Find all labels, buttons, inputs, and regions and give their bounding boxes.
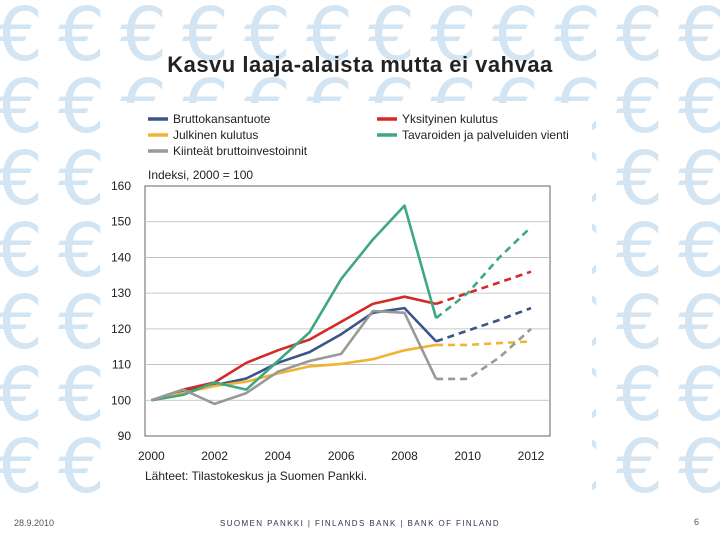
euro-icon: € bbox=[0, 208, 44, 294]
euro-icon: € bbox=[368, 0, 416, 78]
page-number: 6 bbox=[694, 517, 700, 527]
y-tick-label: 160 bbox=[111, 179, 131, 193]
series-line-forecast bbox=[435, 270, 532, 306]
euro-icon: € bbox=[678, 64, 720, 150]
chart-panel: 90 100 110 120 130 140 150 160 2000 2002 2004 2006 2… bbox=[102, 103, 592, 495]
euro-icon: € bbox=[58, 208, 106, 294]
euro-icon: € bbox=[678, 136, 720, 222]
y-axis-label: Indeksi, 2000 = 100 bbox=[148, 168, 253, 182]
euro-icon: € bbox=[616, 352, 664, 438]
euro-icon: € bbox=[678, 208, 720, 294]
euro-icon: € bbox=[616, 280, 664, 366]
euro-icon: € bbox=[0, 136, 44, 222]
euro-icon: € bbox=[120, 0, 168, 78]
euro-icon: € bbox=[616, 208, 664, 294]
series-line-actual bbox=[151, 204, 438, 402]
euro-icon: € bbox=[58, 280, 106, 366]
x-tick-label: 2010 bbox=[454, 449, 481, 463]
x-tick-label: 2008 bbox=[391, 449, 418, 463]
euro-icon: € bbox=[0, 424, 44, 500]
euro-icon: € bbox=[492, 0, 540, 78]
y-tick-label: 100 bbox=[111, 393, 131, 407]
y-tick-label: 90 bbox=[118, 429, 132, 443]
euro-icon: € bbox=[0, 64, 44, 150]
legend-label: Yksityinen kulutus bbox=[402, 112, 498, 126]
x-tick-label: 2002 bbox=[201, 449, 228, 463]
euro-icon: € bbox=[58, 136, 106, 222]
plot-area bbox=[144, 185, 551, 437]
euro-icon: € bbox=[182, 0, 230, 78]
euro-icon: € bbox=[58, 64, 106, 150]
series-line-actual bbox=[150, 309, 438, 406]
series-line-forecast bbox=[436, 340, 532, 347]
euro-icon: € bbox=[244, 0, 292, 78]
source-note: Lähteet: Tilastokeskus ja Suomen Pankki. bbox=[145, 469, 367, 483]
y-tick-label: 110 bbox=[112, 358, 131, 372]
euro-icon: € bbox=[616, 424, 664, 500]
euro-icon: € bbox=[678, 352, 720, 438]
slide-title: Kasvu laaja-alaista mutta ei vahvaa bbox=[167, 52, 553, 77]
euro-icon: € bbox=[554, 0, 602, 78]
line-chart: 90 100 110 120 130 140 150 160 2000 2002 2004 2006 2… bbox=[111, 112, 569, 483]
footer-date: 28.9.2010 bbox=[14, 518, 55, 528]
footer-bank-name: SUOMEN PANKKI | FINLANDS BANK | BANK OF … bbox=[219, 519, 501, 528]
euro-icon: € bbox=[678, 0, 720, 78]
euro-icon: € bbox=[58, 352, 106, 438]
euro-icon: € bbox=[616, 64, 664, 150]
euro-icon: € bbox=[0, 0, 44, 78]
series-line-forecast bbox=[436, 327, 532, 381]
legend-label: Kiinteät bruttoinvestoinnit bbox=[173, 144, 308, 158]
euro-icon: € bbox=[616, 0, 664, 78]
legend-label: Bruttokansantuote bbox=[173, 112, 271, 126]
y-tick-label: 140 bbox=[111, 250, 131, 264]
euro-icon: € bbox=[58, 0, 106, 78]
euro-icon: € bbox=[678, 424, 720, 500]
legend-label: Tavaroiden ja palveluiden vienti bbox=[402, 128, 569, 142]
euro-icon: € bbox=[678, 280, 720, 366]
x-tick-label: 2000 bbox=[138, 449, 165, 463]
euro-icon: € bbox=[306, 0, 354, 78]
euro-icon: € bbox=[616, 136, 664, 222]
y-tick-label: 150 bbox=[111, 215, 131, 229]
x-tick-label: 2004 bbox=[265, 449, 292, 463]
y-tick-label: 130 bbox=[111, 286, 131, 300]
x-tick-label: 2012 bbox=[518, 449, 545, 463]
series-line-forecast bbox=[435, 306, 532, 343]
euro-icon: € bbox=[58, 424, 106, 500]
euro-icon: € bbox=[0, 280, 44, 366]
x-tick-label: 2006 bbox=[328, 449, 355, 463]
euro-icon: € bbox=[0, 352, 44, 438]
series-line-forecast bbox=[435, 226, 532, 320]
legend-label: Julkinen kulutus bbox=[173, 128, 258, 142]
y-tick-label: 120 bbox=[111, 322, 131, 336]
euro-icon: € bbox=[430, 0, 478, 78]
